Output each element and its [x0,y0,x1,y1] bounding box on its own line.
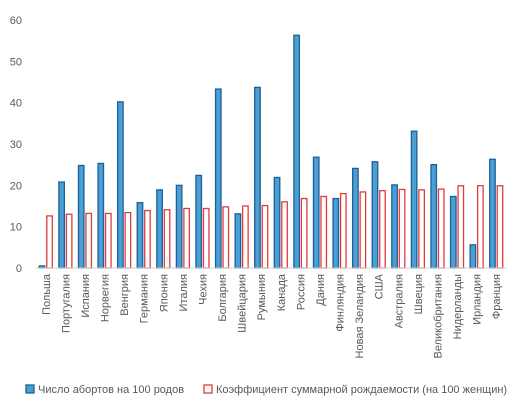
bar-fertility [261,204,269,269]
bar-abortions [312,156,320,269]
x-tick-label: Франция [491,274,503,319]
bar-abortions [254,86,261,269]
bar-abortions [234,213,242,269]
bar-fertility [437,188,445,269]
bar-abortions [430,164,438,269]
y-tick-label: 60 [10,15,22,27]
bar-abortions [273,176,281,269]
x-tick-label: Нидерланды [452,274,464,339]
x-tick-label: Австралия [393,274,405,328]
bar-abortions [371,161,379,269]
x-tick-label: Новая Зеландия [354,274,366,358]
bar-abortions [77,164,85,269]
x-tick-label: Венгрия [119,274,131,316]
bar-fertility [144,209,151,269]
bar-abortions [489,158,496,269]
x-tick-label: Швеция [413,274,425,314]
x-tick-label: Норвегия [100,274,112,322]
y-axis: 0 10 20 30 40 50 60 [10,15,22,275]
bar-fertility [476,185,484,269]
legend-swatch [203,384,213,394]
x-tick-label: Чехия [197,274,209,305]
y-tick-label: 10 [10,222,22,234]
x-tick-label: Румыния [256,274,268,320]
x-tick-label: Дания [315,274,327,306]
x-tick-label: США [374,273,386,299]
bar-abortions [97,162,105,269]
bar-fertility [202,207,210,269]
bar-abortions [351,167,359,269]
y-tick-label: 30 [10,139,22,151]
x-tick-label: Великобритания [432,274,444,359]
x-tick-label: Болгария [217,274,229,322]
bar-abortions [332,197,340,269]
bar-fertility [85,212,93,269]
legend-swatch [25,384,35,394]
bar-fertility [65,213,73,269]
x-tick-label: Финляндия [335,274,347,332]
x-tick-label: Португалия [60,274,72,333]
x-tick-label: Ирландия [472,274,484,325]
bar-fertility [124,211,132,269]
bar-fertility [104,212,112,269]
y-tick-label: 0 [16,263,22,275]
bar-abortions [293,34,301,269]
x-tick-label: Германия [139,274,151,323]
legend-label: Число абортов на 100 родов [38,384,184,396]
bar-abortions [116,101,124,269]
legend-label: Коэффициент суммарной рождаемости (на 10… [216,384,507,396]
bar-fertility [339,192,347,269]
x-tick-label: Швейцария [237,274,249,333]
legend: Число абортов на 100 родов Коэффициент су… [25,384,507,396]
y-tick-label: 40 [10,98,22,110]
bar-fertility [163,209,171,269]
bar-fertility [281,201,288,269]
bar-abortions [195,174,203,269]
bar-fertility [496,185,504,269]
bar-abortions [156,189,163,269]
bar-abortions [58,181,66,269]
x-tick-label: Испания [80,274,92,318]
x-axis-labels: Польша Португалия Испания Норвегия Венгрия Ге… [41,273,503,358]
bar-abortions [410,130,418,269]
bar-abortions [136,202,144,269]
y-tick-label: 20 [10,180,22,192]
bar-abortions [449,195,457,269]
x-tick-label: Италия [178,274,190,312]
x-tick-label: Россия [295,274,307,310]
bar-fertility [320,195,328,269]
bar-fertility [46,215,53,269]
bar-fertility [183,207,191,269]
bar-fertility [398,188,406,269]
bar-fertility [457,185,465,269]
bar-abortions [391,184,398,269]
bar-fertility [241,205,249,269]
x-tick-label: Канада [276,273,288,311]
x-tick-label: Япония [158,274,170,312]
bar-abortions [175,184,183,269]
bar-fertility [359,191,367,269]
bar-fertility [222,206,230,269]
bar-abortions [214,88,222,269]
bar-fertility [379,190,386,269]
bar-abortions [469,244,477,269]
bar-fertility [300,197,308,269]
x-tick-label: Польша [41,273,53,315]
y-tick-label: 50 [10,56,22,68]
bar-fertility [418,189,426,269]
bars [38,34,504,269]
